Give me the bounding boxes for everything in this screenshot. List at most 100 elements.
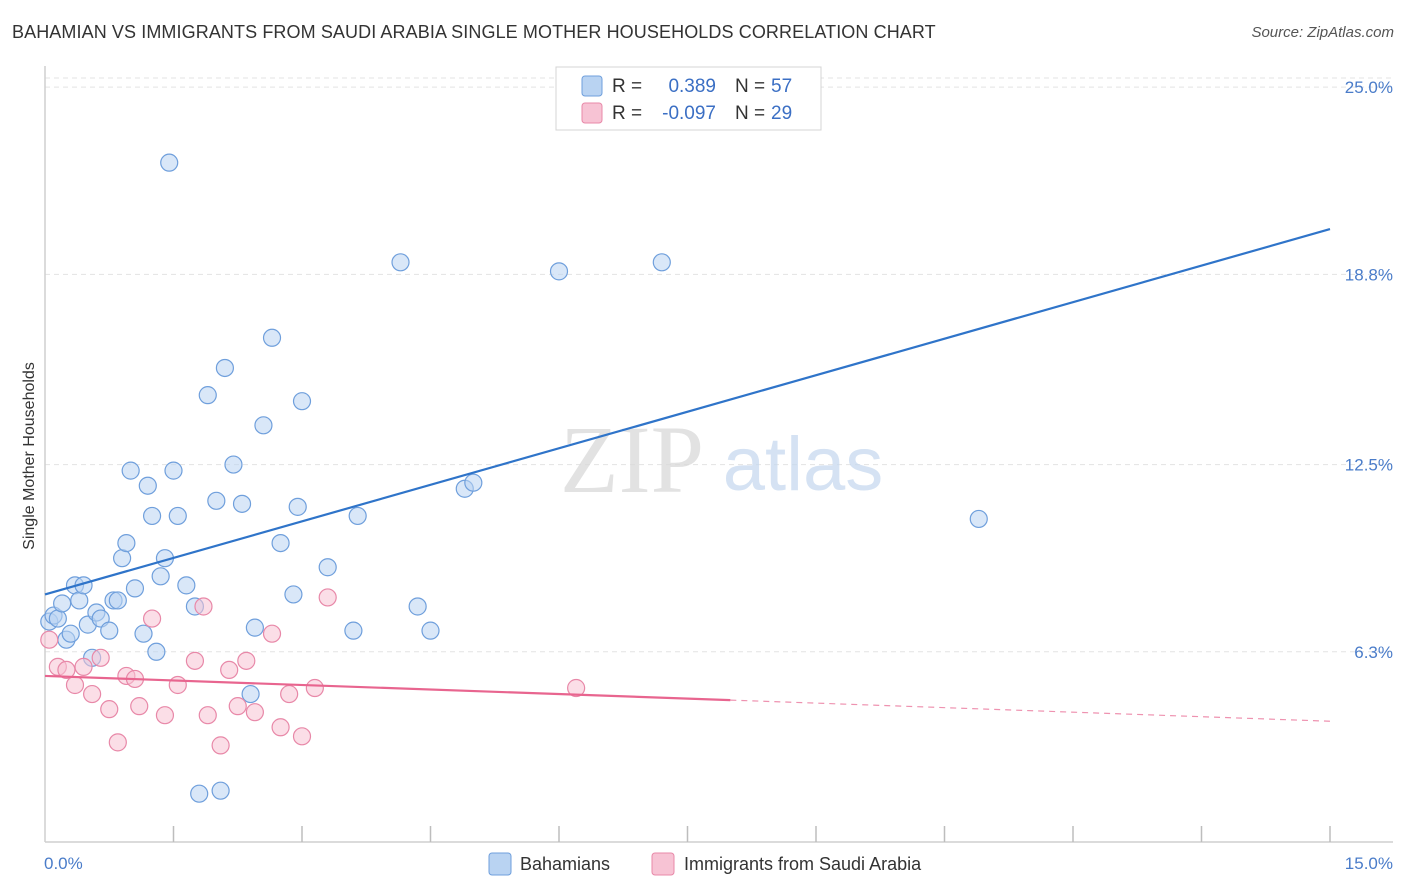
bahamian-point <box>198 386 217 405</box>
bahamian-point <box>134 624 153 643</box>
bahamian-point <box>125 579 145 598</box>
bahamian-point <box>232 494 252 513</box>
y-axis-title: Single Mother Households <box>21 362 38 550</box>
saudi-point <box>168 675 187 695</box>
y-tick-label: 25.0% <box>1345 78 1393 97</box>
saudi-point <box>220 660 239 679</box>
saudi-point <box>280 684 299 704</box>
bahamian-point <box>138 476 157 495</box>
saudi-point <box>185 651 205 670</box>
legend-swatch-blue <box>581 75 603 97</box>
bahamian-point <box>652 253 671 272</box>
saudi-point <box>228 697 247 716</box>
bahamian-point <box>421 621 440 640</box>
bahamian-point <box>108 591 127 610</box>
bahamian-point <box>348 506 367 526</box>
bahamian-point <box>224 455 243 474</box>
source-label: Source: ZipAtlas.com <box>1251 24 1394 41</box>
saudi-point <box>40 630 59 649</box>
watermark-zip: ZIP <box>560 406 704 513</box>
bahamian-point <box>391 253 410 272</box>
y-tick-label: 12.5% <box>1345 456 1393 475</box>
bahamian-point <box>53 594 72 613</box>
x-tick-label-min: 0.0% <box>44 854 83 873</box>
saudi-point <box>245 703 264 722</box>
saudi-point <box>211 736 230 755</box>
saudi-point <box>108 733 127 752</box>
watermark-atlas: atlas <box>723 422 884 507</box>
bahamian-point <box>168 506 187 526</box>
bahamian-point <box>292 392 312 411</box>
bahamian-point <box>215 358 234 378</box>
saudi-trend-line <box>44 674 731 702</box>
bahamian-point <box>48 609 67 628</box>
legend-r-value-pink: -0.097 <box>662 103 716 124</box>
legend-n-label-pink: N = <box>735 103 765 124</box>
bahamian-point <box>70 591 89 610</box>
bahamian-point <box>100 621 119 640</box>
saudi-point <box>130 697 149 716</box>
bahamian-point <box>61 624 80 643</box>
legend-swatch-pink <box>581 102 603 124</box>
bahamian-point <box>142 506 162 526</box>
legend-r-value-blue: 0.389 <box>668 76 716 97</box>
bottom-legend-swatch-blue <box>488 852 512 876</box>
bahamian-point <box>241 684 260 704</box>
bahamian-point <box>262 328 282 347</box>
bahamian-point <box>164 461 183 480</box>
y-tick-label: 18.8% <box>1345 265 1393 284</box>
bahamian-point <box>211 781 230 800</box>
bahamian-point <box>969 509 988 529</box>
bahamian-point <box>549 262 569 281</box>
saudi-point <box>198 706 217 725</box>
bahamian-point <box>160 153 179 172</box>
chart-title: BAHAMIAN VS IMMIGRANTS FROM SAUDI ARABIA… <box>12 22 936 42</box>
bottom-legend-swatch-pink <box>651 852 675 876</box>
bahamian-point <box>121 461 140 480</box>
bottom-legend: Bahamians Immigrants from Saudi Arabia <box>488 852 922 876</box>
axes <box>44 66 1393 843</box>
bottom-legend-label-blue: Bahamians <box>520 854 610 874</box>
saudi-point <box>292 727 312 746</box>
saudi-point <box>262 624 282 643</box>
legend-r-label-pink: R = <box>612 103 642 124</box>
saudi-point <box>567 678 586 698</box>
bahamian-point <box>288 497 307 516</box>
saudi-point <box>155 706 175 725</box>
bahamian-point <box>151 567 170 586</box>
saudi-point <box>83 684 102 704</box>
bahamian-point <box>408 597 427 616</box>
saudi-point <box>57 660 76 679</box>
bahamian-trend-line <box>44 228 1331 596</box>
bahamian-point <box>245 618 264 637</box>
trend-lines <box>44 228 1331 722</box>
bottom-legend-label-pink: Immigrants from Saudi Arabia <box>684 854 922 874</box>
bahamian-point <box>147 642 166 661</box>
bahamian-point <box>177 576 196 595</box>
saudi-point <box>271 718 290 737</box>
watermark: ZIP atlas <box>560 406 883 513</box>
saudi-point <box>237 651 256 670</box>
data-points <box>40 153 988 803</box>
y-tick-label: 6.3% <box>1354 643 1393 662</box>
saudi-point <box>194 597 213 616</box>
bahamian-point <box>284 585 303 604</box>
saudi-point <box>100 700 119 719</box>
bahamian-point <box>271 533 290 553</box>
stats-legend: R = 0.389 N = 57 R = -0.097 N = 29 <box>555 66 822 131</box>
saudi-point <box>91 648 110 667</box>
bahamian-point <box>318 558 337 577</box>
saudi-point <box>65 675 85 695</box>
legend-n-label-blue: N = <box>735 76 765 97</box>
legend-n-value-blue: 57 <box>771 76 792 97</box>
saudi-point <box>74 657 93 676</box>
saudi-point <box>142 609 162 628</box>
saudi-point <box>305 678 324 698</box>
saudi-point <box>318 588 337 607</box>
bahamian-point <box>464 473 483 492</box>
legend-r-label-blue: R = <box>612 76 642 97</box>
gridlines: 6.3% 12.5% 18.8% 25.0% <box>45 77 1393 662</box>
bahamian-point <box>112 549 132 568</box>
legend-n-value-pink: 29 <box>771 103 792 124</box>
bahamian-point <box>344 621 363 640</box>
